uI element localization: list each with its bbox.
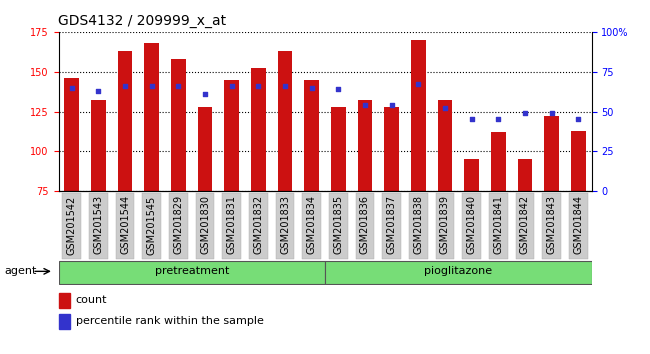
FancyBboxPatch shape: [62, 193, 81, 259]
FancyBboxPatch shape: [89, 193, 108, 259]
FancyBboxPatch shape: [356, 193, 374, 259]
Point: [94, 88, 104, 93]
Text: pioglitazone: pioglitazone: [424, 266, 492, 276]
Bar: [464, 159, 479, 191]
Bar: [58, 293, 70, 308]
Bar: [224, 80, 239, 191]
FancyBboxPatch shape: [142, 193, 161, 259]
Point: [547, 110, 557, 116]
Text: GSM201832: GSM201832: [254, 195, 263, 255]
FancyBboxPatch shape: [302, 193, 321, 259]
Bar: [544, 116, 559, 191]
Point: [280, 83, 291, 89]
Text: GSM201836: GSM201836: [360, 195, 370, 254]
Text: count: count: [75, 295, 107, 305]
Bar: [384, 107, 399, 191]
Bar: [331, 107, 346, 191]
Text: GSM201830: GSM201830: [200, 195, 210, 254]
Point: [120, 83, 130, 89]
Bar: [571, 131, 586, 191]
Text: GSM201829: GSM201829: [174, 195, 183, 255]
Text: GSM201840: GSM201840: [467, 195, 476, 254]
Point: [254, 83, 264, 89]
FancyBboxPatch shape: [569, 193, 588, 259]
Text: GSM201543: GSM201543: [94, 195, 103, 255]
Point: [67, 85, 77, 91]
Text: GSM201835: GSM201835: [333, 195, 343, 255]
Bar: [437, 101, 452, 191]
Text: agent: agent: [5, 266, 37, 276]
FancyBboxPatch shape: [249, 193, 268, 259]
Point: [467, 117, 477, 122]
Point: [413, 81, 424, 87]
Text: GSM201833: GSM201833: [280, 195, 290, 254]
FancyBboxPatch shape: [276, 193, 294, 259]
Point: [573, 117, 584, 122]
Text: GSM201844: GSM201844: [573, 195, 583, 254]
Bar: [517, 159, 532, 191]
Bar: [118, 51, 133, 191]
Text: GSM201841: GSM201841: [493, 195, 503, 254]
Bar: [251, 69, 266, 191]
Text: percentile rank within the sample: percentile rank within the sample: [75, 316, 263, 326]
Point: [173, 83, 184, 89]
Point: [493, 117, 504, 122]
FancyBboxPatch shape: [489, 193, 508, 259]
FancyBboxPatch shape: [515, 193, 534, 259]
Text: GSM201831: GSM201831: [227, 195, 237, 254]
Text: GSM201842: GSM201842: [520, 195, 530, 255]
Text: GSM201542: GSM201542: [67, 195, 77, 255]
Text: GSM201838: GSM201838: [413, 195, 423, 254]
Point: [333, 86, 343, 92]
FancyBboxPatch shape: [436, 193, 454, 259]
Bar: [171, 59, 186, 191]
FancyBboxPatch shape: [462, 193, 481, 259]
Bar: [358, 101, 372, 191]
FancyBboxPatch shape: [58, 261, 325, 284]
Point: [307, 85, 317, 91]
FancyBboxPatch shape: [325, 261, 592, 284]
FancyBboxPatch shape: [329, 193, 348, 259]
Bar: [198, 107, 213, 191]
Text: pretreatment: pretreatment: [155, 266, 229, 276]
Text: GSM201837: GSM201837: [387, 195, 396, 255]
Point: [360, 102, 370, 108]
Point: [386, 102, 396, 108]
FancyBboxPatch shape: [169, 193, 188, 259]
Text: GSM201544: GSM201544: [120, 195, 130, 255]
Text: GSM201834: GSM201834: [307, 195, 317, 254]
FancyBboxPatch shape: [196, 193, 215, 259]
Bar: [491, 132, 506, 191]
Point: [227, 83, 237, 89]
Point: [200, 91, 211, 97]
FancyBboxPatch shape: [116, 193, 135, 259]
Bar: [411, 40, 426, 191]
Text: GDS4132 / 209999_x_at: GDS4132 / 209999_x_at: [58, 14, 227, 28]
Text: GSM201843: GSM201843: [547, 195, 556, 254]
Text: GSM201839: GSM201839: [440, 195, 450, 254]
Point: [439, 105, 450, 111]
FancyBboxPatch shape: [409, 193, 428, 259]
FancyBboxPatch shape: [542, 193, 561, 259]
Point: [520, 110, 530, 116]
Point: [147, 83, 157, 89]
Bar: [58, 314, 70, 329]
FancyBboxPatch shape: [382, 193, 401, 259]
Bar: [64, 78, 79, 191]
Bar: [278, 51, 292, 191]
Text: GSM201545: GSM201545: [147, 195, 157, 255]
Bar: [144, 43, 159, 191]
Bar: [304, 80, 319, 191]
FancyBboxPatch shape: [222, 193, 241, 259]
Bar: [91, 101, 106, 191]
